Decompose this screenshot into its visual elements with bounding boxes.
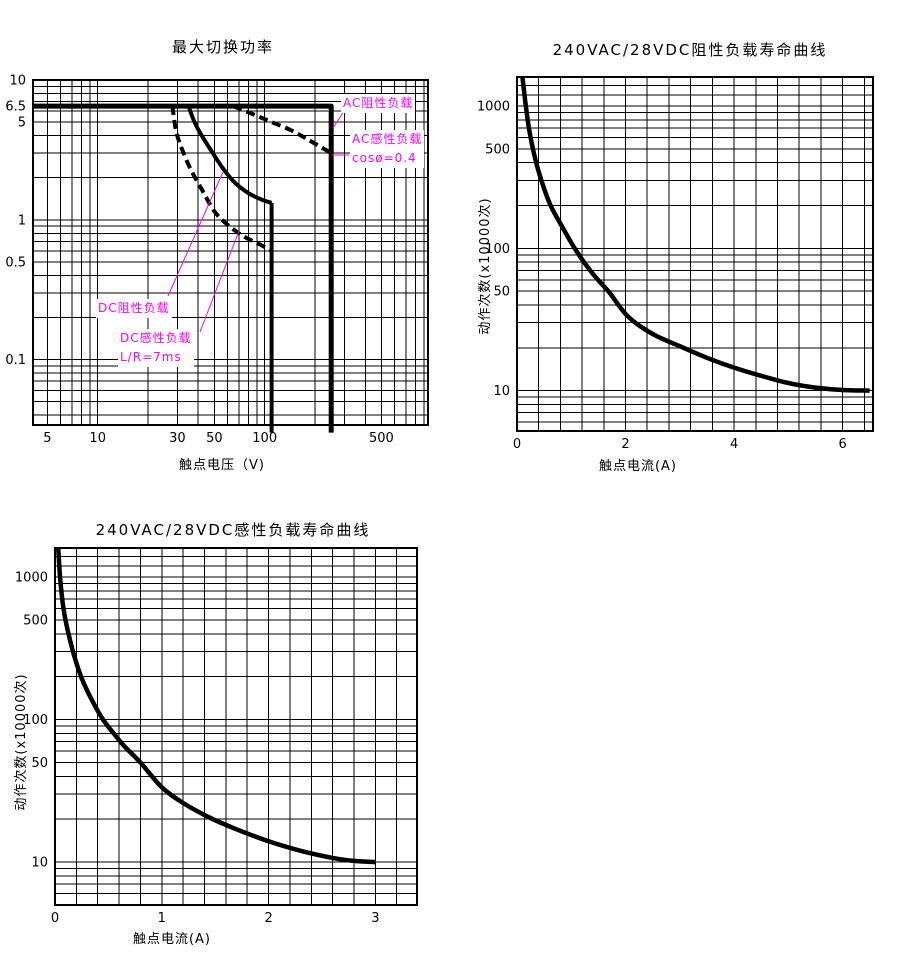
max-switching-power-annotation-leader-0 [332,110,345,129]
inductive-load-life-y-tick: 10 [31,856,48,871]
chart2-y-axis-label: 动作次数(x10000次) [478,197,493,335]
resistive-load-life-frame [516,76,874,432]
chart3-title: 240VAC/28VDC感性负载寿命曲线 [95,521,371,539]
max-switching-power-y-tick: 1 [18,213,26,228]
max-switching-power-x-tick: 100 [252,431,277,446]
max-switching-power-y-tick: 0.1 [5,353,26,368]
inductive-load-life-tick-labels: 0 1 2 3 1000 500 100 50 10 [15,571,380,926]
resistive-load-life-y-tick: 1000 [477,100,510,115]
inductive-load-life-frame [54,547,418,906]
chart3-y-axis-label: 动作次数(x10000次) [14,673,29,811]
curve-label: DC阻性负载 [96,299,172,318]
inductive-load-life-y-tick: 500 [23,614,48,629]
resistive-load-life-y-tick: 10 [493,384,510,399]
resistive-load-life-x-tick: 4 [730,437,738,452]
max-switching-power-x-tick: 500 [369,431,394,446]
inductive-load-life-x-tick: 2 [264,911,272,926]
max-switching-power-frame [32,79,429,426]
max-switching-power-x-tick: 5 [43,431,51,446]
inductive-load-life-grid [55,548,417,905]
max-switching-power-annotation-leader-3 [199,230,240,333]
inductive-load-life-y-tick: 50 [31,756,48,771]
chart2-x-axis-label: 触点电流(A) [598,459,678,474]
max-switching-power-x-tick: 50 [206,431,223,446]
chart1-title: 最大切换功率 [171,38,274,56]
resistive-load-life-grid [517,77,873,431]
chart3-x-axis-label: 触点电流(A) [132,932,212,947]
inductive-load-life-series-0-curve [55,547,376,865]
max-switching-power-series-1-curve [232,104,333,155]
resistive-load-life-x-tick: 0 [513,437,521,452]
max-switching-power-y-tick: 5 [18,116,26,131]
resistive-load-life-series-0-curve [520,76,870,393]
chart2-title: 240VAC/28VDC阻性负载寿命曲线 [552,41,828,59]
resistive-load-life-x-tick: 6 [838,437,846,452]
max-switching-power-annotation-leader-2 [167,171,224,297]
max-switching-power-x-tick: 30 [169,431,186,446]
resistive-load-life-plot: 0 2 4 6 1000 500 100 50 10 [477,76,874,453]
curve-label: AC阻性负载 [341,94,416,113]
max-switching-power-y-tick: 0.5 [5,255,26,270]
inductive-load-life-x-tick: 1 [158,911,166,926]
inductive-load-life-x-tick: 0 [51,911,59,926]
resistive-load-life-x-tick: 2 [621,437,629,452]
inductive-load-life-y-tick: 100 [23,713,48,728]
curve-label: DC感性负载 L/R=7ms [118,329,194,367]
resistive-load-life-y-tick: 50 [493,285,510,300]
resistive-load-life-y-tick: 100 [485,242,510,257]
chart1-x-axis-label: 触点电压（V) [179,458,265,473]
inductive-load-life-plot: 0 1 2 3 1000 500 100 50 10 [15,547,418,926]
max-switching-power-series-0-curve [33,103,334,433]
max-switching-power-series-2-curve [186,105,273,205]
inductive-load-life-x-tick: 3 [371,911,379,926]
max-switching-power-x-tick: 10 [89,431,106,446]
max-switching-power-grid [33,80,428,425]
resistive-load-life-y-tick: 500 [485,142,510,157]
max-switching-power-y-tick: 10 [9,74,26,89]
curve-label: AC感性负载 cosø=0.4 [350,130,425,168]
max-switching-power-y-tick: 6.5 [5,100,26,115]
max-switching-power-series-4-curve [170,105,273,253]
resistive-load-life-tick-labels: 0 2 4 6 1000 500 100 50 10 [477,100,847,453]
inductive-load-life-y-tick: 1000 [15,571,48,586]
